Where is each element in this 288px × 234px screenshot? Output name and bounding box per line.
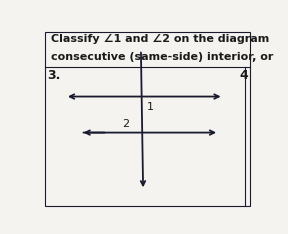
Text: consecutive (same-side) interior, or: consecutive (same-side) interior, or [50,51,273,62]
Text: 2: 2 [122,119,129,129]
Text: 3.: 3. [47,69,60,82]
Text: 1: 1 [147,102,154,112]
Text: Classify ∠1 and ∠2 on the diagram: Classify ∠1 and ∠2 on the diagram [50,34,269,44]
Text: 4: 4 [239,69,248,82]
